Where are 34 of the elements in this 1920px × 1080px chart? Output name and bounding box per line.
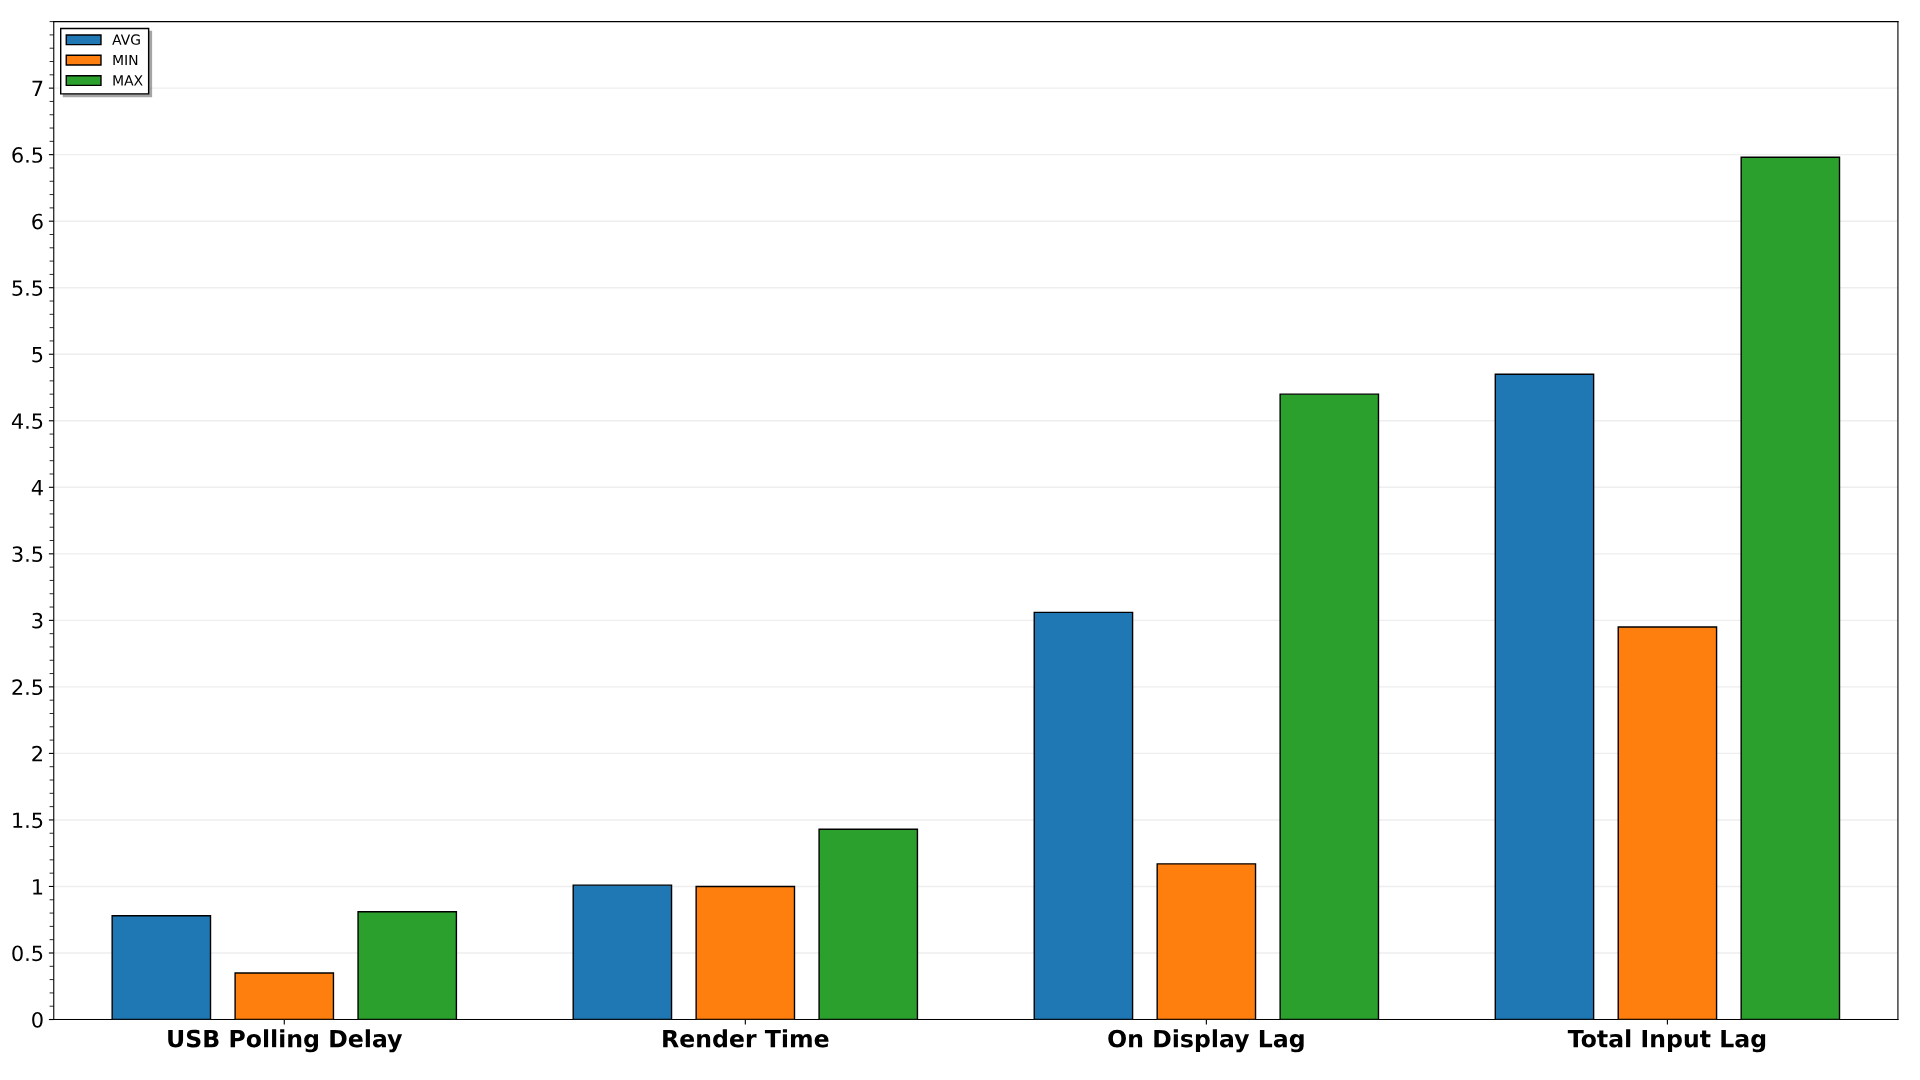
- y-tick-label: 3: [32, 612, 43, 629]
- bar: [572, 884, 673, 1020]
- bar: [1617, 626, 1718, 1020]
- y-tick-label: 7: [32, 80, 43, 97]
- bar: [695, 885, 796, 1020]
- y-tick-label: 2.5: [12, 679, 43, 696]
- bar: [111, 915, 212, 1020]
- y-tick-label: 0: [32, 1011, 43, 1028]
- y-tick-label: 5.5: [12, 280, 43, 296]
- legend-label: AVG: [112, 34, 140, 45]
- bar: [1740, 156, 1841, 1020]
- bar: [818, 828, 919, 1020]
- x-tick-label: Render Time: [663, 1029, 829, 1048]
- y-tick-label: 0.5: [12, 945, 43, 962]
- bar: [357, 911, 458, 1020]
- bar: [1494, 373, 1595, 1020]
- y-tick-label: 6.5: [12, 147, 43, 163]
- legend-label: MIN: [113, 54, 138, 66]
- y-tick-label: 1: [33, 879, 43, 895]
- y-tick-label: 3.5: [12, 546, 43, 563]
- bar: [1156, 863, 1257, 1020]
- x-tick-label: On Display Lag: [1108, 1029, 1304, 1053]
- y-tick-label: 4: [31, 480, 43, 496]
- legend-label: MAX: [113, 75, 143, 86]
- y-tick-label: 1.5: [13, 812, 43, 829]
- x-tick-label: Total Input Lag: [1567, 1029, 1766, 1053]
- x-tick-label: USB Polling Delay: [168, 1029, 403, 1053]
- bar: [1033, 611, 1134, 1020]
- y-tick-label: 4.5: [11, 413, 43, 429]
- y-tick-label: 6: [32, 213, 43, 230]
- y-tick-label: 5: [32, 346, 43, 363]
- y-tick-label: 2: [32, 745, 42, 762]
- bar: [234, 972, 335, 1020]
- bar: [1279, 393, 1380, 1020]
